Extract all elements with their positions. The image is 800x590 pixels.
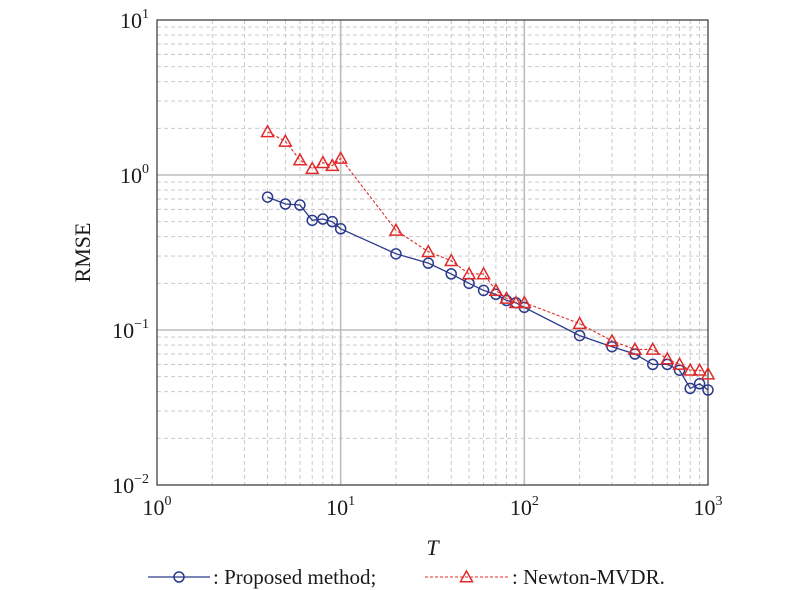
series-2-point xyxy=(488,282,504,296)
series-1-point xyxy=(306,214,318,227)
series-2-point xyxy=(659,351,675,365)
minor-grid xyxy=(157,20,708,485)
series-2-point xyxy=(499,290,514,304)
series-1-point xyxy=(390,248,402,260)
series-1-point xyxy=(294,199,306,211)
series-2-point xyxy=(517,295,532,309)
legend: : Proposed method; : Newton-MVDR. xyxy=(148,565,665,589)
series-1-point xyxy=(693,378,706,390)
y-tick-label: 10−2 xyxy=(112,472,149,498)
x-tick-base: 10 xyxy=(143,495,165,520)
x-tick-labels: 100 101 102 103 xyxy=(143,494,723,520)
series-1-point xyxy=(445,268,457,280)
x-axis-label: T xyxy=(426,535,440,560)
series-1-point xyxy=(684,382,696,395)
series-2-line xyxy=(267,131,709,375)
series-1-point xyxy=(477,284,490,297)
series-2-point xyxy=(315,155,331,169)
series-1-point xyxy=(279,198,292,210)
series-2-point xyxy=(324,158,340,172)
series-2-point xyxy=(672,356,687,370)
series-2-point xyxy=(443,253,459,267)
y-tick-base: 10 xyxy=(112,473,134,498)
series-1-point xyxy=(573,329,586,342)
series-2-point xyxy=(278,133,293,147)
y-tick-base: 10 xyxy=(112,318,134,343)
y-tick-label: 101 xyxy=(120,7,149,33)
series-1-point xyxy=(646,358,659,371)
series-2-point xyxy=(292,152,308,166)
series-2-point xyxy=(260,124,275,138)
series-2-point xyxy=(421,244,436,258)
series-layer xyxy=(260,124,716,396)
series-1-point xyxy=(673,364,686,376)
series-2-point xyxy=(700,366,716,380)
legend-item-1: : Proposed method; xyxy=(148,565,376,589)
y-tick-exponent: 0 xyxy=(142,162,149,177)
series-2-point xyxy=(388,222,404,236)
series-2-point xyxy=(508,295,524,309)
series-2-point xyxy=(645,341,660,355)
series-1-point xyxy=(606,340,618,353)
x-tick-exponent: 1 xyxy=(348,494,355,509)
series-2-point xyxy=(461,266,477,280)
series-2-point xyxy=(627,341,643,355)
y-tick-label: 100 xyxy=(120,162,149,188)
series-2-point xyxy=(333,150,348,164)
x-tick-base: 10 xyxy=(694,495,716,520)
y-tick-exponent: 1 xyxy=(142,7,149,22)
x-tick-exponent: 3 xyxy=(716,494,723,509)
legend-marker-1 xyxy=(173,571,185,583)
series-2 xyxy=(260,124,716,380)
y-tick-label: 10−1 xyxy=(112,317,149,343)
y-tick-base: 10 xyxy=(120,163,142,188)
y-axis-label: RMSE xyxy=(70,223,95,283)
y-tick-base: 10 xyxy=(120,8,142,33)
series-1-point xyxy=(334,223,347,235)
x-tick-label: 100 xyxy=(143,494,172,520)
x-tick-label: 102 xyxy=(510,494,539,520)
x-tick-base: 10 xyxy=(510,495,532,520)
x-tick-base: 10 xyxy=(326,495,348,520)
plot-frame xyxy=(156,19,709,486)
legend-marker-2 xyxy=(459,569,474,583)
series-2-point xyxy=(604,333,620,347)
x-tick-label: 103 xyxy=(694,494,723,520)
series-2-point xyxy=(692,362,707,376)
x-tick-label: 101 xyxy=(326,494,355,520)
x-tick-exponent: 2 xyxy=(532,494,539,509)
x-tick-exponent: 0 xyxy=(165,494,172,509)
legend-item-2: : Newton-MVDR. xyxy=(425,565,665,589)
major-grid xyxy=(157,20,708,485)
legend-label-1: : Proposed method; xyxy=(213,565,376,589)
legend-label-2: : Newton-MVDR. xyxy=(512,565,665,589)
series-2-point xyxy=(476,266,491,280)
series-2-point xyxy=(572,316,587,330)
y-tick-exponent: −2 xyxy=(134,472,149,487)
series-2-point xyxy=(304,161,320,175)
series-1-point xyxy=(261,191,274,203)
y-tick-exponent: −1 xyxy=(134,317,149,332)
series-1-point xyxy=(702,384,714,396)
series-1-point xyxy=(422,257,435,269)
series-1-point xyxy=(326,215,339,228)
series-2-point xyxy=(682,362,698,376)
